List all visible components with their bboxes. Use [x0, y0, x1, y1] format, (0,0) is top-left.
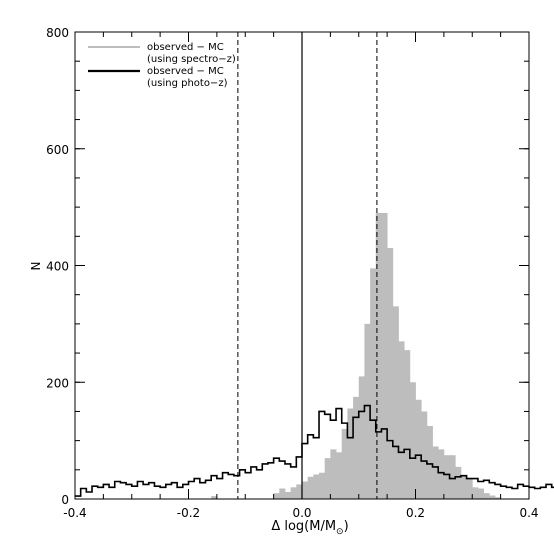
- histogram-bar: [353, 396, 360, 499]
- histogram-bar: [324, 458, 331, 499]
- photo-z-step-line: [75, 404, 554, 497]
- histogram-bar: [370, 268, 377, 499]
- histogram-bar: [398, 341, 405, 499]
- histogram-bar: [330, 449, 337, 499]
- histogram-bar: [426, 426, 433, 499]
- histogram-bar: [387, 247, 394, 499]
- histogram-bar: [302, 481, 309, 499]
- histogram-bar: [460, 475, 467, 499]
- x-tick-label: 0.0: [292, 506, 311, 520]
- histogram-bar: [443, 455, 450, 499]
- histogram-bar: [404, 350, 411, 499]
- y-tick-label: 800: [46, 26, 69, 40]
- histogram-bar: [415, 399, 422, 499]
- histogram-bar: [432, 446, 439, 499]
- x-axis-label: Δ log(M/M⊙): [271, 519, 348, 537]
- histogram-bar: [494, 497, 502, 499]
- legend-sublabel-spectro: (using spectro−z): [147, 54, 236, 65]
- axes: -0.4 -0.2 0.0 0.2 0.4 0 200 400 600 800: [46, 26, 538, 520]
- y-tick-label: 0: [61, 493, 69, 507]
- histogram-bar: [477, 488, 484, 499]
- x-axis-label-close: ): [344, 519, 349, 534]
- histogram-bar: [392, 306, 399, 499]
- histogram-bar: [307, 476, 314, 499]
- histogram-bar: [449, 455, 456, 499]
- histogram-bar: [375, 212, 382, 499]
- x-tick-label: -0.2: [177, 506, 200, 520]
- legend-label-spectro: observed − MC: [147, 42, 224, 53]
- legend-label-photo: observed − MC: [147, 66, 224, 77]
- histogram-bar: [421, 411, 428, 499]
- x-tick-label: -0.4: [63, 506, 86, 520]
- photo-z-histogram: [75, 404, 554, 497]
- histogram-bar: [489, 495, 496, 499]
- histogram-bar: [409, 382, 416, 499]
- x-axis-label-main: Δ log(M/M: [271, 519, 336, 534]
- histogram-bar: [347, 408, 354, 499]
- histogram-bar: [296, 484, 303, 499]
- histogram-bar: [438, 449, 445, 499]
- histogram-bar: [364, 323, 371, 499]
- histogram-bar: [472, 487, 479, 499]
- histogram-bar: [313, 474, 320, 499]
- histogram-bar: [284, 491, 292, 499]
- x-tick-label: 0.2: [406, 506, 425, 520]
- x-axis-label-sub: ⊙: [336, 527, 344, 537]
- reference-lines: [237, 32, 378, 499]
- histogram-bar: [381, 212, 388, 499]
- histogram-bar: [279, 488, 286, 499]
- y-tick-label: 600: [46, 143, 69, 157]
- legend-sublabel-photo: (using photo−z): [147, 78, 228, 89]
- histogram-bar: [341, 428, 348, 499]
- histogram-bar: [455, 466, 462, 499]
- histogram-bar: [319, 472, 326, 499]
- histogram-bar: [483, 493, 490, 499]
- legend: observed − MC (using spectro−z) observed…: [88, 42, 236, 89]
- histogram-bar: [336, 452, 343, 499]
- y-tick-label: 400: [46, 260, 69, 274]
- histogram-bar: [290, 487, 297, 499]
- histogram-bar: [466, 478, 473, 499]
- histogram-bar: [273, 493, 280, 499]
- y-axis-label: N: [29, 262, 43, 271]
- spectro-z-histogram: [211, 212, 502, 499]
- x-tick-label: 0.4: [519, 506, 538, 520]
- histogram-bar: [211, 496, 218, 499]
- histogram-bar: [358, 376, 365, 499]
- y-tick-label: 200: [46, 376, 69, 390]
